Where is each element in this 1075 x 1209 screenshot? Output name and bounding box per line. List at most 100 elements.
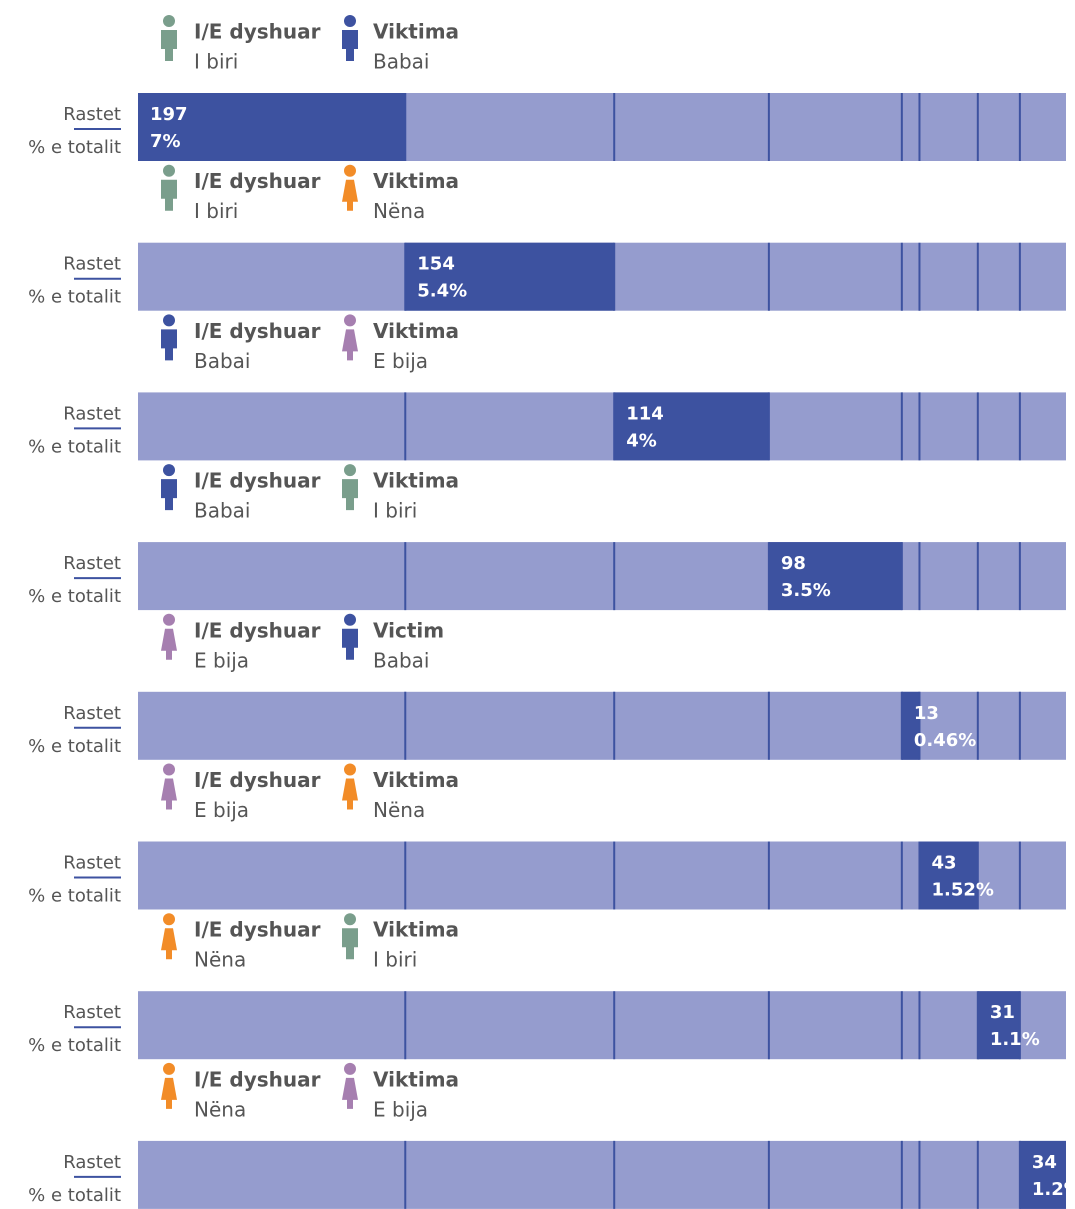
row-label-percent: % e totalit <box>28 1035 121 1056</box>
perpetrator-name: E bija <box>194 798 249 822</box>
highlight-segment <box>1019 1140 1066 1209</box>
percent-label: 3.5% <box>781 580 831 601</box>
person-icon <box>161 913 177 960</box>
icon-head <box>163 314 175 327</box>
victim-title: Viktima <box>373 918 459 942</box>
percent-label: 1.2% <box>1032 1179 1075 1200</box>
highlight-segment <box>901 691 920 760</box>
person-icon <box>342 763 358 810</box>
row-label-cases: Rastet <box>63 403 121 424</box>
person-icon <box>342 464 358 511</box>
highlight-segment <box>614 392 769 461</box>
icon-head <box>344 913 356 926</box>
bar-background <box>138 841 1066 910</box>
row-label-percent: % e totalit <box>28 886 121 907</box>
percent-label: 0.46% <box>914 730 976 751</box>
icon-body <box>342 928 358 960</box>
percent-label: 7% <box>150 131 181 152</box>
percent-label: 1.52% <box>931 880 993 901</box>
icon-head <box>344 763 356 776</box>
bar-background <box>138 392 1066 461</box>
icon-body <box>161 1077 177 1109</box>
highlight-segment <box>977 991 1020 1060</box>
percent-label: 4% <box>626 430 657 451</box>
icon-body <box>342 329 358 361</box>
victim-title: Viktima <box>373 20 459 44</box>
bar-background <box>138 1140 1066 1209</box>
cases-label: 197 <box>150 104 188 125</box>
victim-title: Viktima <box>373 1067 459 1091</box>
victim-title: Viktima <box>373 319 459 343</box>
victim-name: Nëna <box>373 199 425 223</box>
person-icon <box>161 314 177 361</box>
person-icon <box>161 613 177 660</box>
person-icon <box>342 164 358 211</box>
person-icon <box>161 1062 177 1109</box>
perpetrator-name: E bija <box>194 648 249 672</box>
person-icon <box>161 464 177 511</box>
cases-label: 98 <box>781 553 806 574</box>
perpetrator-title: I/E dyshuar <box>194 20 321 44</box>
row-label-percent: % e totalit <box>28 287 121 308</box>
row-label-percent: % e totalit <box>28 436 121 457</box>
cases-label: 34 <box>1032 1152 1057 1173</box>
victim-name: Babai <box>373 648 429 672</box>
cases-label: 154 <box>417 254 455 275</box>
bar-background <box>138 991 1066 1060</box>
perpetrator-name: Nëna <box>194 948 246 972</box>
icon-head <box>163 164 175 177</box>
icon-body <box>342 778 358 810</box>
icon-head <box>163 613 175 626</box>
victim-name: Nëna <box>373 798 425 822</box>
cases-label: 114 <box>626 403 664 424</box>
icon-body <box>342 1077 358 1109</box>
row-label-percent: % e totalit <box>28 137 121 158</box>
perpetrator-name: Babai <box>194 499 250 523</box>
icon-body <box>342 628 358 660</box>
perpetrator-name: I biri <box>194 199 238 223</box>
highlight-segment <box>768 542 902 611</box>
highlight-segment <box>138 93 406 161</box>
row-label-cases: Rastet <box>63 853 121 874</box>
victim-name: I biri <box>373 499 417 523</box>
bar-background <box>138 542 1066 611</box>
perpetrator-name: Babai <box>194 349 250 373</box>
icon-head <box>163 464 175 477</box>
person-icon <box>342 15 358 61</box>
victim-title: Viktima <box>373 469 459 493</box>
cases-label: 13 <box>914 703 939 724</box>
row-label-cases: Rastet <box>63 1152 121 1173</box>
icon-head <box>344 164 356 177</box>
victim-title: Victim <box>373 618 444 642</box>
person-icon <box>342 613 358 660</box>
perpetrator-title: I/E dyshuar <box>194 319 321 343</box>
icon-body <box>161 329 177 361</box>
percent-label: 5.4% <box>417 281 467 302</box>
highlight-segment <box>405 242 615 311</box>
icon-head <box>344 1062 356 1075</box>
row-label-percent: % e totalit <box>28 736 121 757</box>
perpetrator-title: I/E dyshuar <box>194 618 321 642</box>
row-label-cases: Rastet <box>63 703 121 724</box>
perpetrator-title: I/E dyshuar <box>194 768 321 792</box>
icon-head <box>344 613 356 626</box>
perpetrator-title: I/E dyshuar <box>194 1067 321 1091</box>
victim-name: I biri <box>373 948 417 972</box>
icon-head <box>344 15 356 27</box>
victim-name: E bija <box>373 1097 428 1121</box>
person-icon <box>161 164 177 211</box>
row-label-cases: Rastet <box>63 1002 121 1023</box>
row-label-cases: Rastet <box>63 553 121 574</box>
icon-body <box>161 778 177 810</box>
row-label-cases: Rastet <box>63 254 121 275</box>
percent-label: 1.1% <box>990 1029 1040 1050</box>
row-label-percent: % e totalit <box>28 1185 121 1206</box>
victim-name: Babai <box>373 50 429 74</box>
icon-body <box>161 30 177 61</box>
cases-label: 31 <box>990 1002 1015 1023</box>
icon-body <box>161 479 177 511</box>
perpetrator-title: I/E dyshuar <box>194 169 321 193</box>
person-icon <box>342 913 358 960</box>
victim-title: Viktima <box>373 169 459 193</box>
